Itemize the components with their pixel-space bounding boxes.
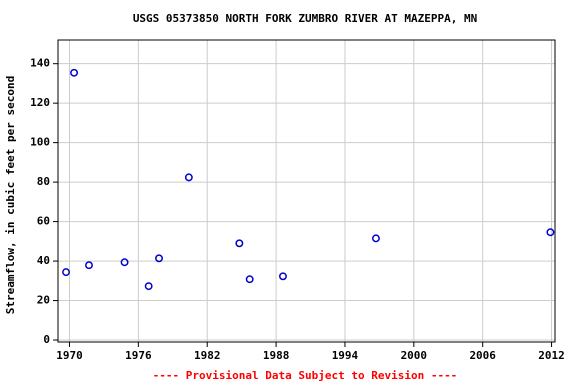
- chart-title: USGS 05373850 NORTH FORK ZUMBRO RIVER AT…: [133, 12, 477, 25]
- x-tick-label: 1982: [194, 349, 221, 362]
- x-tick-label: 1994: [332, 349, 359, 362]
- point: [245, 275, 254, 284]
- footer: ---- Provisional Data Subject to Revisio…: [153, 369, 458, 382]
- y-tick-label: 120: [30, 96, 50, 109]
- x-tick-label: 1970: [56, 349, 83, 362]
- x-tick-label: 1988: [263, 349, 290, 362]
- point: [279, 272, 287, 281]
- x-tick-label: 2006: [469, 349, 496, 362]
- point: [85, 261, 93, 270]
- x-tick-label: 2012: [538, 349, 565, 362]
- point: [70, 68, 79, 77]
- point: [62, 268, 70, 277]
- y-tick-label: 100: [30, 136, 50, 149]
- point: [155, 254, 163, 263]
- y-tick-label: 40: [37, 254, 50, 267]
- point: [235, 239, 244, 248]
- point: [546, 228, 555, 237]
- y-tick-label: 0: [43, 333, 50, 346]
- plot-frame: [57, 39, 556, 343]
- point: [120, 258, 129, 267]
- y-axis-label: Streamflow, in cubic feet per second: [4, 76, 17, 314]
- y-tick-label: 60: [37, 215, 50, 228]
- point: [184, 173, 193, 182]
- y-tick-label: 20: [37, 294, 50, 307]
- x-tick-label: 2000: [401, 349, 428, 362]
- y-tick-label: 80: [37, 175, 50, 188]
- point: [371, 234, 380, 243]
- point: [144, 282, 153, 291]
- x-tick-label: 1976: [125, 349, 152, 362]
- y-tick-label: 140: [30, 57, 50, 70]
